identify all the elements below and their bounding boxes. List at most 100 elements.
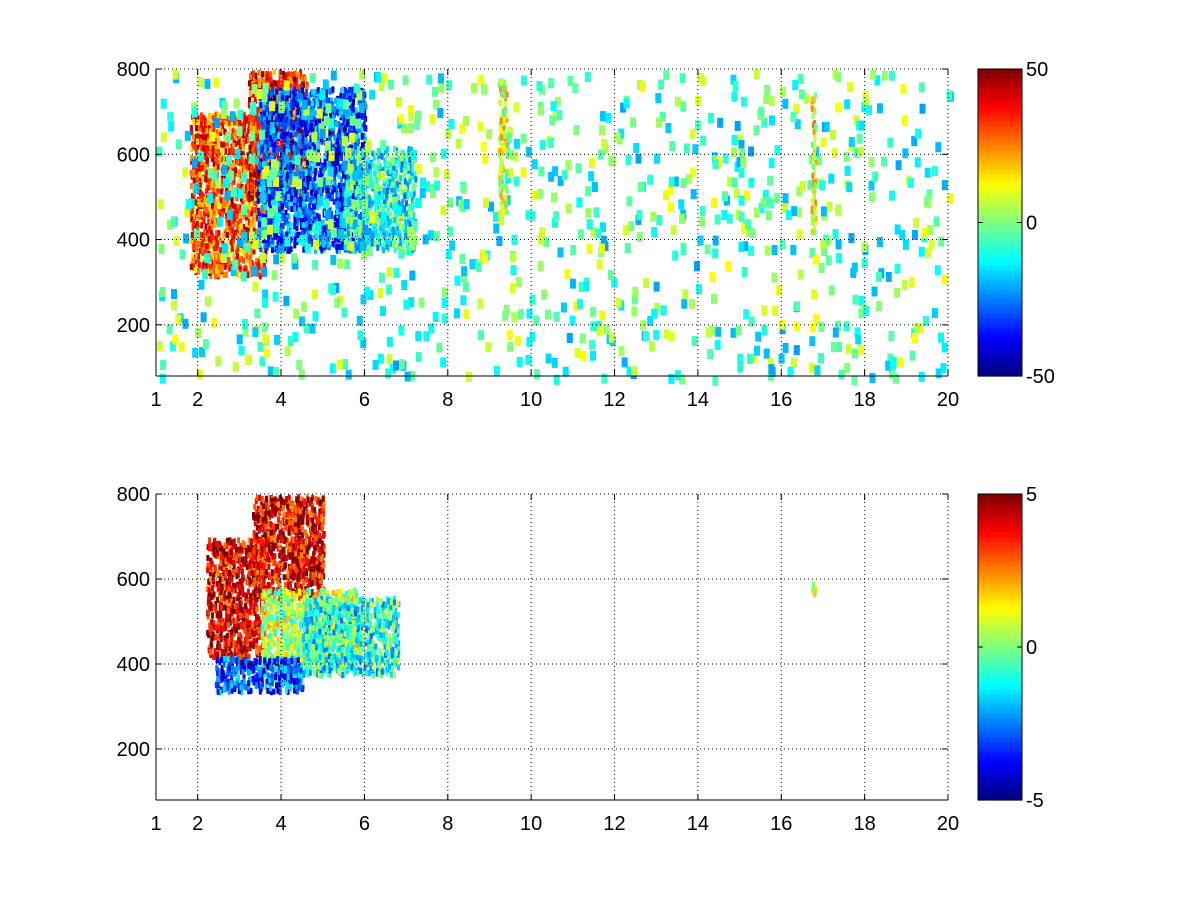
heatmap-cell xyxy=(393,235,397,242)
heatmap-cell xyxy=(289,119,293,126)
heatmap-cell xyxy=(322,107,326,114)
heatmap-cell xyxy=(261,183,265,190)
heatmap-cell xyxy=(411,166,414,173)
heatmap-cell xyxy=(293,113,297,120)
heatmap-cell xyxy=(230,196,234,203)
heatmap-cell xyxy=(373,193,376,200)
heatmap-cell xyxy=(384,221,388,228)
heatmap-cell xyxy=(316,203,320,210)
heatmap-cell xyxy=(246,183,250,190)
heatmap-cell xyxy=(192,118,196,125)
heatmap-cell xyxy=(911,136,918,147)
heatmap-cell xyxy=(198,192,202,199)
heatmap-cell xyxy=(231,143,235,150)
heatmap-cell xyxy=(290,148,293,155)
heatmap-cell xyxy=(196,119,200,126)
heatmap-cell xyxy=(258,81,262,88)
heatmap-cell xyxy=(200,116,203,123)
heatmap-cell xyxy=(306,191,310,198)
heatmap-cell xyxy=(290,194,294,201)
heatmap-cell xyxy=(205,169,209,176)
heatmap-cell xyxy=(288,174,292,181)
heatmap-cell xyxy=(264,243,268,250)
heatmap-cell xyxy=(309,73,316,84)
heatmap-cell xyxy=(213,204,217,211)
heatmap-cell xyxy=(221,184,225,191)
heatmap-cell xyxy=(193,183,200,194)
heatmap-cell xyxy=(382,188,386,194)
heatmap-cell xyxy=(232,362,239,373)
heatmap-cell xyxy=(369,207,372,214)
heatmap-cell xyxy=(295,131,299,138)
heatmap-cell xyxy=(404,210,408,217)
heatmap-cell xyxy=(339,105,343,112)
heatmap-cell xyxy=(287,104,291,111)
heatmap-cell xyxy=(236,145,240,152)
heatmap-cell xyxy=(398,217,402,224)
heatmap-cell xyxy=(323,159,327,166)
heatmap-cell xyxy=(283,108,287,115)
heatmap-cell xyxy=(308,203,312,209)
heatmap-cell xyxy=(302,227,306,234)
heatmap-cell xyxy=(376,244,380,251)
heatmap-cell xyxy=(408,178,412,185)
heatmap-cell xyxy=(293,242,297,249)
heatmap-cell xyxy=(290,156,294,163)
heatmap-cell xyxy=(209,209,213,216)
heatmap-cell xyxy=(333,186,337,193)
heatmap-cell xyxy=(197,214,201,221)
heatmap-cell xyxy=(237,179,241,186)
heatmap-cell xyxy=(262,207,266,213)
heatmap-cell xyxy=(272,133,276,139)
heatmap-cell xyxy=(216,160,220,167)
heatmap-cell xyxy=(216,112,220,119)
heatmap-cell xyxy=(212,160,216,167)
heatmap-cell xyxy=(272,109,276,116)
heatmap-cell xyxy=(289,179,293,185)
heatmap-cell xyxy=(230,178,234,185)
heatmap-cell xyxy=(591,182,598,192)
heatmap-cell xyxy=(345,132,349,139)
heatmap-cell xyxy=(289,246,293,253)
heatmap-cell xyxy=(205,207,208,214)
heatmap-cell xyxy=(200,138,204,145)
heatmap-cell xyxy=(352,123,356,130)
heatmap-cell xyxy=(252,162,256,169)
heatmap-cell xyxy=(293,205,296,212)
heatmap-cell xyxy=(245,201,249,208)
heatmap-cell xyxy=(354,165,358,172)
heatmap-cell xyxy=(408,205,412,212)
heatmap-cell xyxy=(208,225,212,232)
heatmap-cell xyxy=(204,243,208,250)
heatmap-cell xyxy=(881,156,887,167)
heatmap-cell xyxy=(358,147,362,154)
heatmap-cell xyxy=(348,189,352,196)
heatmap-cell xyxy=(294,116,298,123)
heatmap-cell xyxy=(248,97,252,103)
heatmap-cell xyxy=(252,221,256,228)
heatmap-cell xyxy=(270,90,274,97)
heatmap-cell xyxy=(385,151,389,158)
heatmap-cell xyxy=(220,118,224,125)
heatmap-cell xyxy=(626,366,633,377)
heatmap-cell xyxy=(407,213,411,220)
heatmap-cell xyxy=(342,126,346,133)
heatmap-cell xyxy=(404,164,407,171)
heatmap-cell xyxy=(217,129,221,135)
heatmap-cell xyxy=(412,200,416,207)
heatmap-cell xyxy=(343,198,347,205)
heatmap-cell xyxy=(336,232,340,239)
heatmap-cell xyxy=(288,187,291,194)
heatmap-cell xyxy=(259,246,263,253)
heatmap-cell xyxy=(219,129,223,136)
heatmap-cell xyxy=(273,233,277,240)
heatmap-cell xyxy=(270,237,274,244)
heatmap-cell xyxy=(280,133,283,140)
heatmap-cell xyxy=(355,107,358,113)
heatmap-cell xyxy=(387,199,391,206)
heatmap-cell xyxy=(336,160,340,167)
heatmap-cell xyxy=(300,144,304,151)
heatmap-cell xyxy=(396,233,400,240)
heatmap-cell xyxy=(281,88,285,95)
heatmap-cell xyxy=(283,150,287,157)
